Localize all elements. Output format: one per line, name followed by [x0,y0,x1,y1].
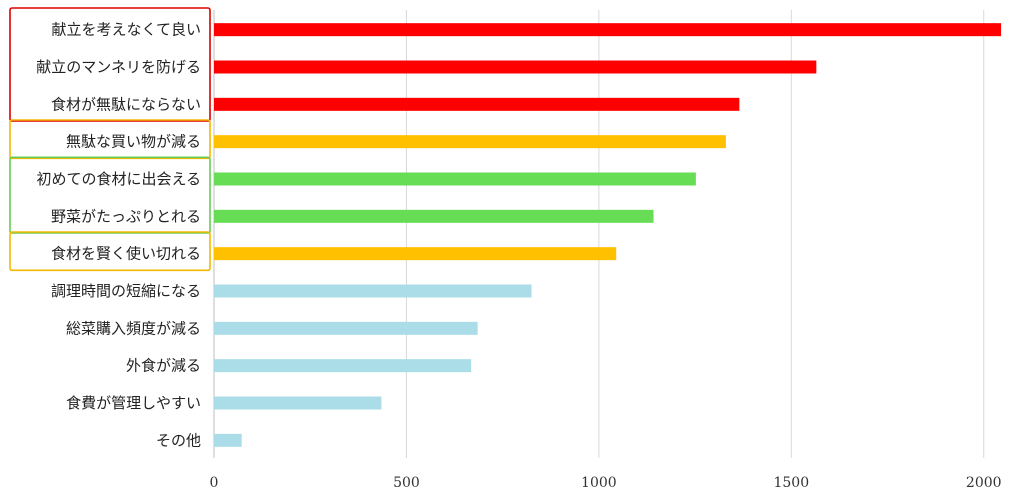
x-tick-label: 1000 [581,475,617,491]
category-label: 献立のマンネリを防げる [36,58,201,76]
bar [214,209,654,223]
x-axis-ticks: 0 500 1000 1500 2000 [210,475,1002,491]
category-label: 野菜がたっぷりとれる [51,207,201,225]
bar [214,172,696,186]
x-tick-label: 1500 [773,475,809,491]
bars [214,23,1002,447]
x-tick-label: 2000 [966,475,1002,491]
category-group-box [9,119,211,160]
x-tick-label: 0 [210,475,219,491]
bar [214,135,726,149]
bar [214,23,1002,37]
bar [214,396,382,410]
category-label: 初めての食材に出会える [36,170,201,188]
category-group-box [9,231,211,272]
category-label: 食材が無駄にならない [51,95,201,113]
grid-lines [213,10,985,458]
bar [214,321,478,335]
bar [214,60,817,74]
category-group-box [9,156,211,234]
category-label: 総菜購入頻度が減る [66,319,201,337]
x-tick-label: 500 [393,475,420,491]
category-group-box [9,7,211,122]
category-label: 無駄な買い物が減る [66,133,201,151]
bar [214,359,472,373]
category-label: 食材を賢く使い切れる [51,245,201,263]
bar [214,247,617,261]
category-label: 献立を考えなくて良い [51,21,201,39]
category-labels: 献立を考えなくて良い献立のマンネリを防げる食材が無駄にならない無駄な買い物が減る… [36,21,201,450]
bar [214,433,242,447]
bar [214,284,532,298]
category-label: その他 [156,431,201,449]
category-label: 外食が減る [126,357,201,375]
category-label: 調理時間の短縮になる [51,282,201,300]
category-label: 食費が管理しやすい [66,394,201,412]
category-group-boxes [9,7,211,272]
bar [214,97,740,111]
